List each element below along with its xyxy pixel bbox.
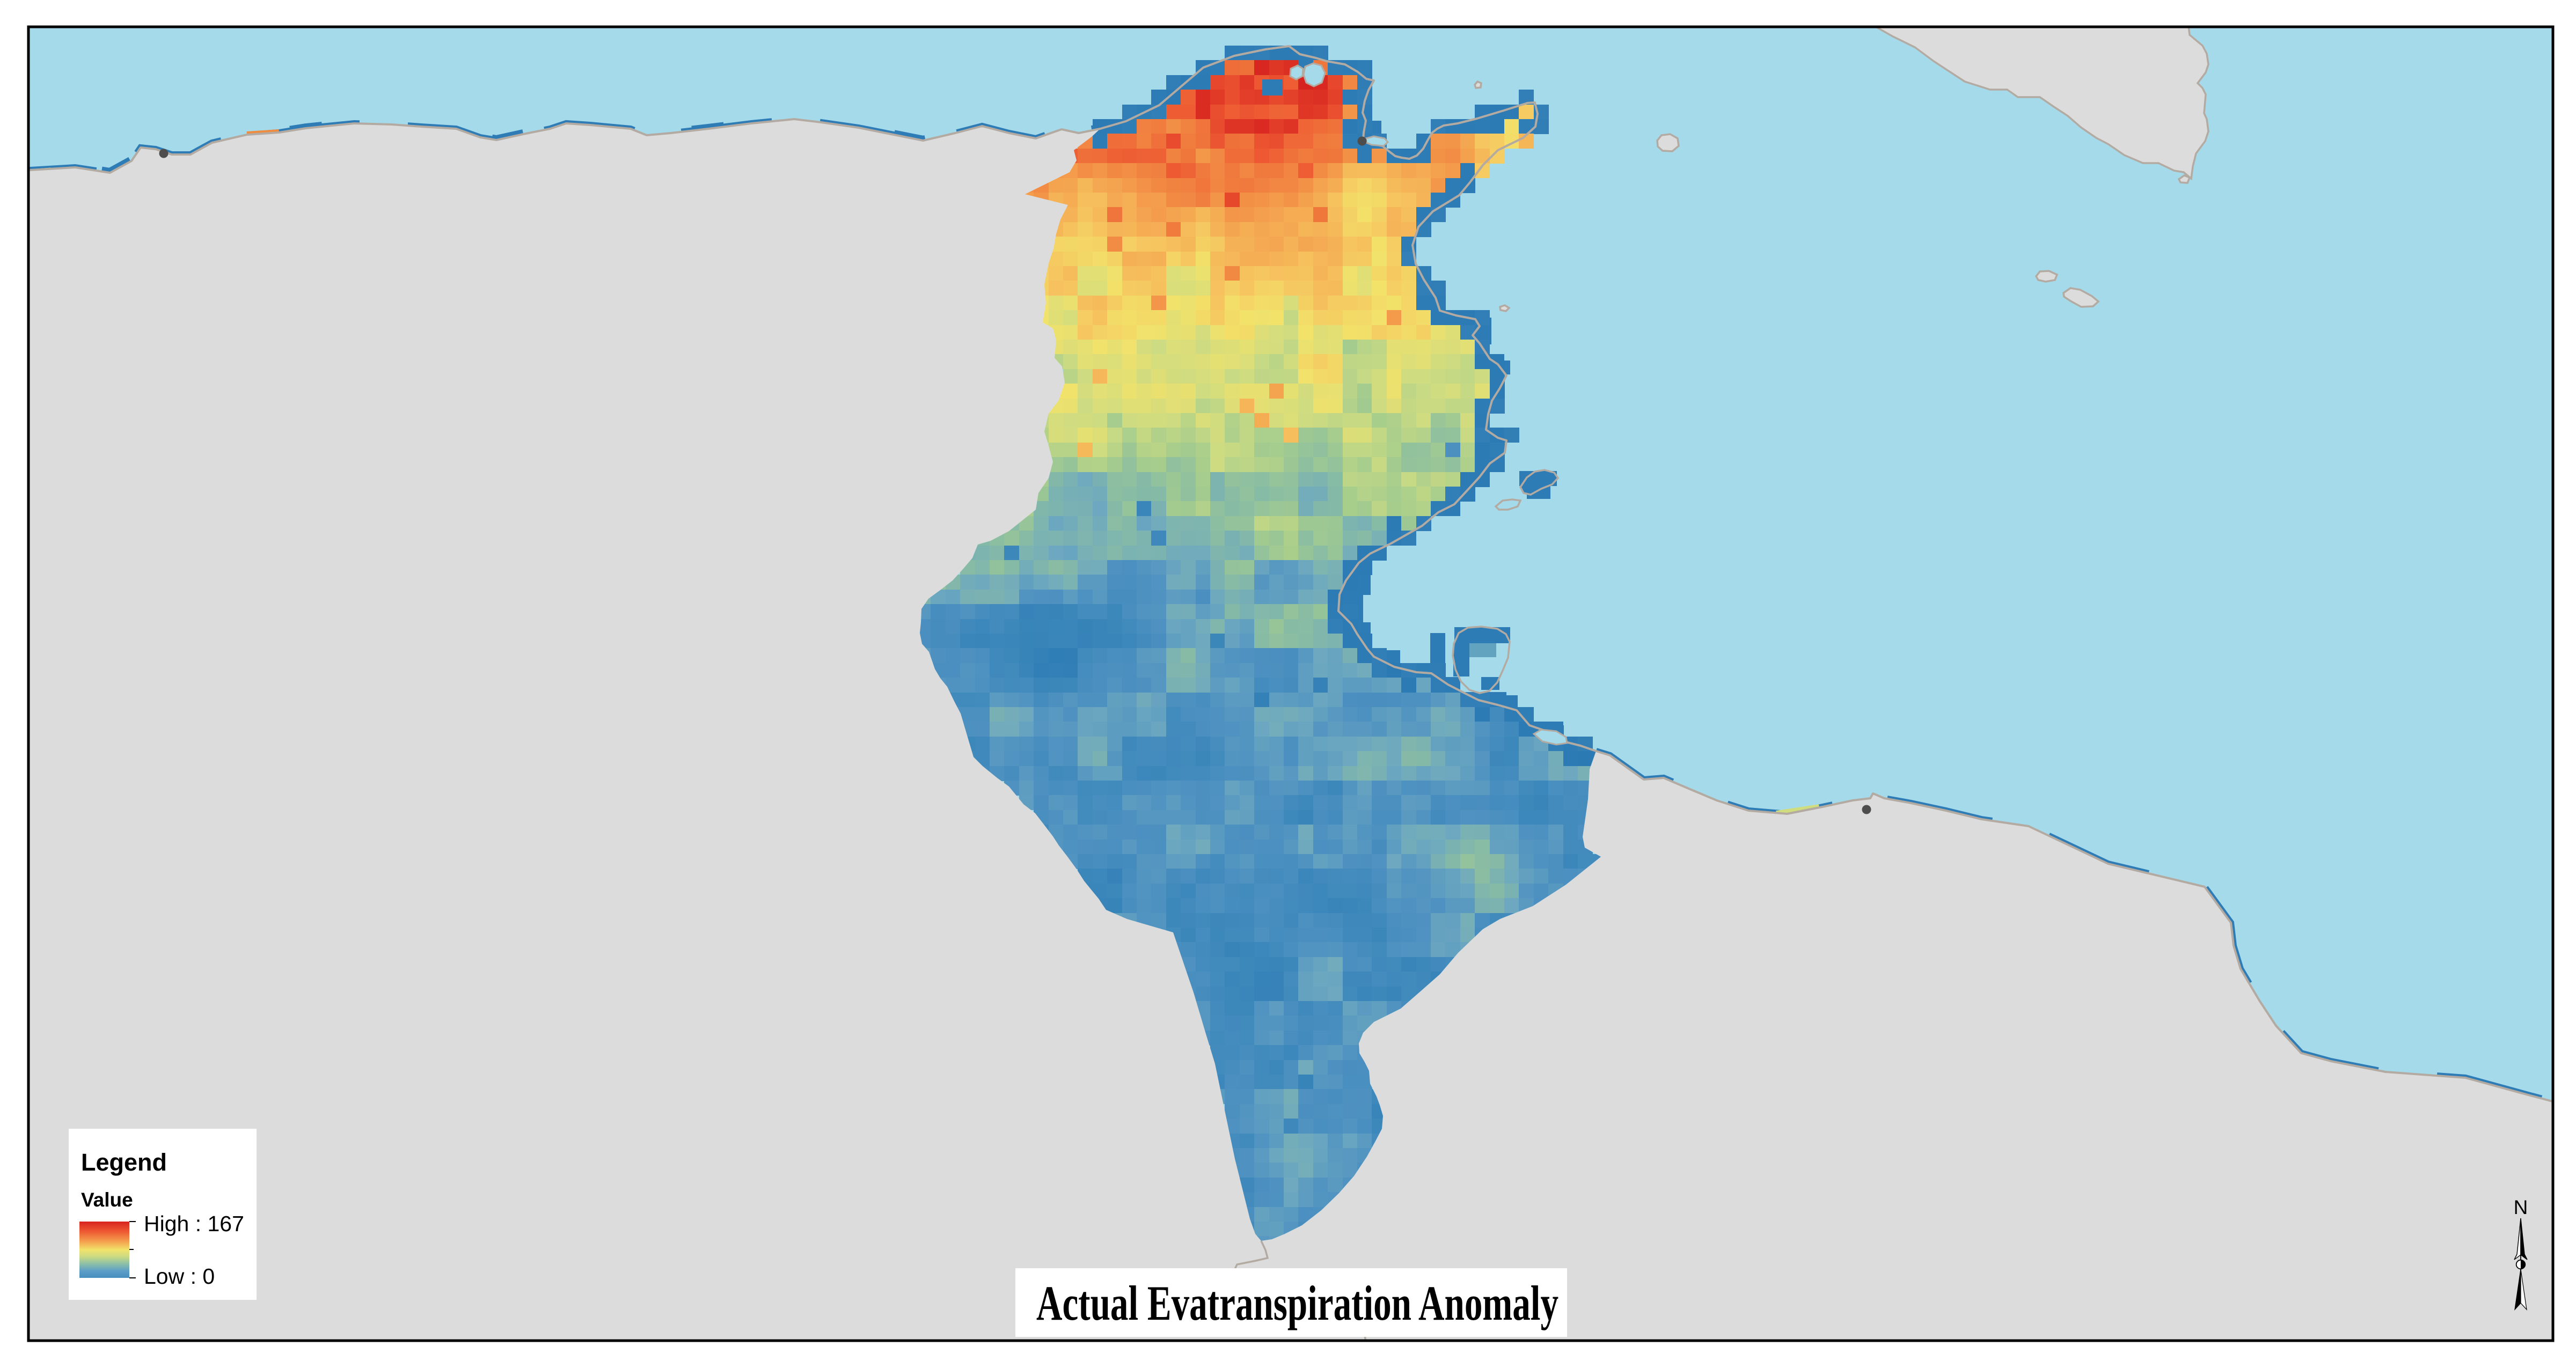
svg-text:High : 167: High : 167: [144, 1211, 244, 1236]
svg-text:Legend: Legend: [81, 1149, 167, 1176]
svg-text:Low : 0: Low : 0: [144, 1264, 215, 1289]
svg-text:Actual Evatranspiration Anomal: Actual Evatranspiration Anomaly: [1036, 1276, 1558, 1330]
svg-text:Value: Value: [81, 1189, 133, 1211]
svg-text:N: N: [2514, 1196, 2528, 1218]
